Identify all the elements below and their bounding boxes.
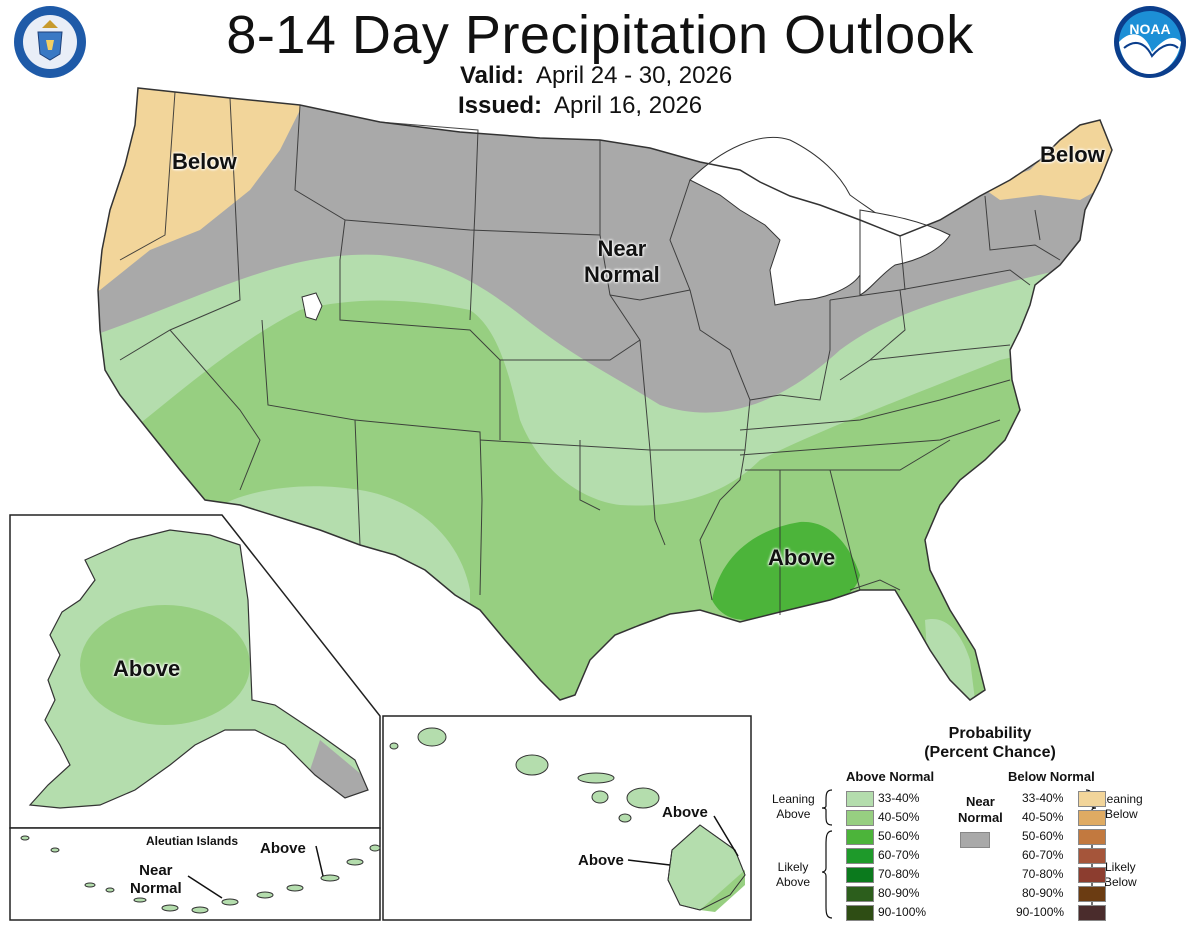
legend-swatch-above-40-50 <box>846 810 874 826</box>
legend-likely-above-line1: Likely <box>777 860 809 874</box>
label-gulf-above: Above <box>768 545 836 570</box>
legend-title-line1: Probability <box>948 725 1032 742</box>
label-aleutians-near-line2: Normal <box>130 880 182 897</box>
legend-swatch-above-50-60 <box>846 829 874 845</box>
legend-leaning-below-line2: Below <box>1105 807 1138 821</box>
label-aleutians-near-line1: Near <box>139 862 173 879</box>
legend-swatch-above-60-70 <box>846 848 874 864</box>
legend-above-label-50-60: 50-60% <box>878 829 920 843</box>
legend-leaning-below: Leaning Below <box>1100 792 1143 822</box>
noaa-logo: NOAA <box>1112 4 1188 80</box>
valid-label: Valid: <box>460 62 525 89</box>
legend-likely-below: Likely Below <box>1104 860 1137 890</box>
legend-swatch-below-40-50 <box>1078 810 1106 826</box>
legend-swatch-below-70-80 <box>1078 867 1106 883</box>
legend-below-label-70-80: 70-80% <box>1022 867 1064 881</box>
label-aleutians-above: Above <box>260 840 306 857</box>
legend-above-label-40-50: 40-50% <box>878 810 920 824</box>
legend-above-header: Above Normal <box>846 769 935 784</box>
label-hawaii-above-2: Above <box>578 852 624 869</box>
legend-leaning-below-line1: Leaning <box>1100 792 1143 806</box>
label-alaska-above: Above <box>113 656 181 681</box>
label-northwest-below: Below <box>172 149 237 174</box>
label-aleutian-islands: Aleutian Islands <box>146 834 239 848</box>
legend-likely-above-line2: Above <box>776 875 811 889</box>
issued-label: Issued: <box>458 92 543 119</box>
legend-swatch-below-50-60 <box>1078 829 1106 845</box>
legend-below-label-50-60: 50-60% <box>1022 829 1064 843</box>
legend-likely-below-line2: Below <box>1104 875 1137 889</box>
legend-below-header: Below Normal <box>1008 769 1095 784</box>
legend-likely-above: Likely Above <box>776 860 810 890</box>
legend-swatch-above-70-80 <box>846 867 874 883</box>
label-aleutians-near-normal: Near Normal <box>130 862 182 898</box>
legend-swatch-near-normal <box>960 832 990 848</box>
legend-near-line1: Near <box>965 794 995 809</box>
legend-leaning-above-line1: Leaning <box>772 792 815 806</box>
label-central-line1: Near <box>597 236 647 261</box>
legend-swatch-above-80-90 <box>846 886 874 902</box>
legend-title: Probability (Percent Chance) <box>880 724 1100 762</box>
legend-near-normal-header: Near Normal <box>958 794 1003 826</box>
legend-swatch-above-33-40 <box>846 791 874 807</box>
label-hawaii-above-1: Above <box>662 804 708 821</box>
legend-swatch-below-80-90 <box>1078 886 1106 902</box>
noaa-logo-text: NOAA <box>1129 21 1170 37</box>
legend-below-label-33-40: 33-40% <box>1022 791 1064 805</box>
page-title: 8-14 Day Precipitation Outlook <box>226 5 974 65</box>
legend-swatch-below-33-40 <box>1078 791 1106 807</box>
legend-above-label-60-70: 60-70% <box>878 848 920 862</box>
legend-leaning-above-line2: Above <box>776 807 811 821</box>
legend-below-label-60-70: 60-70% <box>1022 848 1064 862</box>
legend-title-line2: (Percent Chance) <box>924 744 1056 761</box>
legend-leaning-above: Leaning Above <box>772 792 815 822</box>
label-central-near-normal: Near Normal <box>584 236 660 288</box>
label-central-line2: Normal <box>584 262 660 287</box>
issued-value: April 16, 2026 <box>554 92 703 119</box>
legend-below-label-90-100: 90-100% <box>1016 905 1065 919</box>
legend-below-label-40-50: 40-50% <box>1022 810 1064 824</box>
legend-swatch-below-60-70 <box>1078 848 1106 864</box>
valid-value: April 24 - 30, 2026 <box>536 62 733 89</box>
valid-line: Valid: April 24 - 30, 2026 <box>460 62 732 90</box>
commerce-seal-logo <box>12 4 88 80</box>
legend-above-label-80-90: 80-90% <box>878 886 920 900</box>
legend-below-label-80-90: 80-90% <box>1022 886 1064 900</box>
legend-swatch-above-90-100 <box>846 905 874 921</box>
issued-line: Issued: April 16, 2026 <box>458 92 702 120</box>
legend-likely-below-line1: Likely <box>1105 860 1136 874</box>
legend-above-label-70-80: 70-80% <box>878 867 920 881</box>
label-northeast-below: Below <box>1040 142 1105 167</box>
legend-above-label-90-100: 90-100% <box>878 905 927 919</box>
legend-above-label-33-40: 33-40% <box>878 791 920 805</box>
legend-swatch-below-90-100 <box>1078 905 1106 921</box>
legend-near-line2: Normal <box>958 810 1003 825</box>
